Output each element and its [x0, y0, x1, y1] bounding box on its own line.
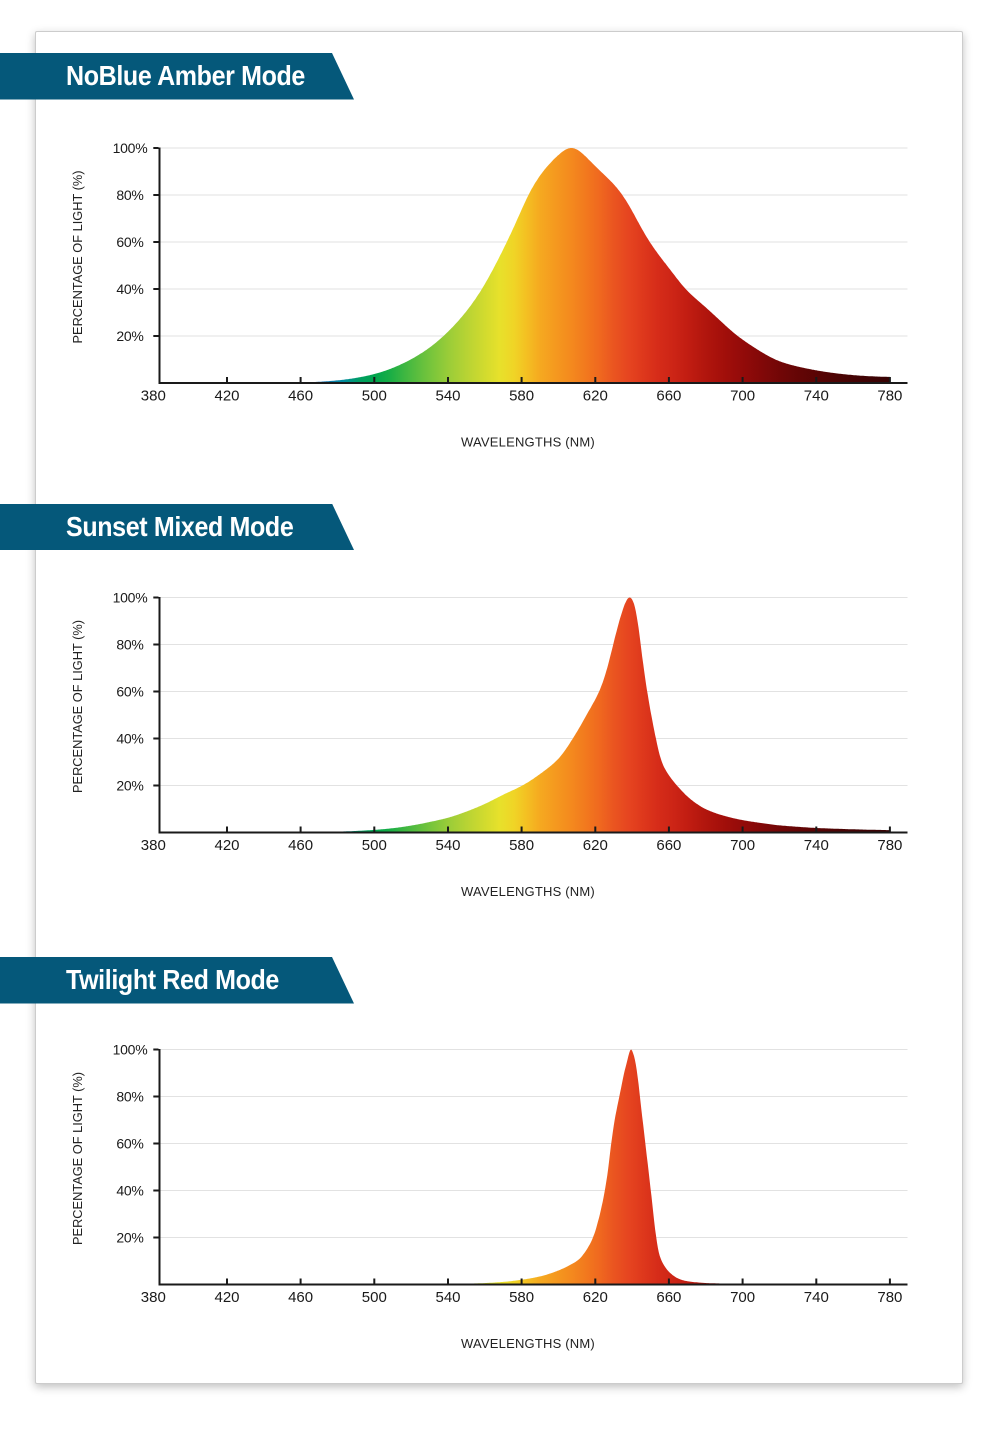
svg-text:PERCENTAGE OF LIGHT (%): PERCENTAGE OF LIGHT (%): [70, 170, 85, 343]
svg-text:420: 420: [214, 837, 239, 854]
svg-text:580: 580: [509, 837, 534, 854]
svg-text:700: 700: [730, 1289, 755, 1306]
svg-text:500: 500: [362, 388, 387, 405]
svg-text:740: 740: [804, 837, 829, 854]
svg-text:620: 620: [583, 388, 608, 405]
svg-text:540: 540: [435, 837, 460, 854]
svg-text:80%: 80%: [116, 187, 143, 203]
svg-text:40%: 40%: [116, 731, 143, 747]
svg-text:580: 580: [509, 1289, 534, 1306]
svg-text:380: 380: [141, 1289, 166, 1306]
svg-text:420: 420: [214, 1289, 239, 1306]
svg-text:60%: 60%: [116, 1136, 143, 1152]
svg-text:60%: 60%: [116, 234, 143, 250]
svg-text:580: 580: [509, 388, 534, 405]
svg-text:500: 500: [362, 1289, 387, 1306]
svg-text:660: 660: [656, 388, 681, 405]
svg-text:700: 700: [730, 388, 755, 405]
svg-text:700: 700: [730, 837, 755, 854]
svg-text:WAVELENGTHS (NM): WAVELENGTHS (NM): [461, 1336, 595, 1351]
svg-text:WAVELENGTHS (NM): WAVELENGTHS (NM): [461, 884, 595, 899]
svg-text:620: 620: [583, 837, 608, 854]
svg-text:460: 460: [288, 388, 313, 405]
svg-text:80%: 80%: [116, 1089, 143, 1105]
svg-text:740: 740: [804, 1289, 829, 1306]
svg-text:PERCENTAGE OF LIGHT (%): PERCENTAGE OF LIGHT (%): [70, 1072, 85, 1245]
svg-text:40%: 40%: [116, 281, 143, 297]
svg-text:20%: 20%: [116, 1230, 143, 1246]
svg-text:660: 660: [656, 837, 681, 854]
svg-text:40%: 40%: [116, 1183, 143, 1199]
svg-text:PERCENTAGE OF LIGHT (%): PERCENTAGE OF LIGHT (%): [70, 620, 85, 793]
svg-text:20%: 20%: [116, 328, 143, 344]
svg-text:740: 740: [804, 388, 829, 405]
svg-text:780: 780: [877, 837, 902, 854]
svg-text:100%: 100%: [113, 590, 148, 606]
svg-text:460: 460: [288, 837, 313, 854]
svg-text:540: 540: [435, 388, 460, 405]
svg-text:500: 500: [362, 837, 387, 854]
svg-text:100%: 100%: [113, 1042, 148, 1058]
svg-text:WAVELENGTHS (NM): WAVELENGTHS (NM): [461, 435, 595, 450]
svg-text:780: 780: [877, 1289, 902, 1306]
svg-text:20%: 20%: [116, 778, 143, 794]
svg-text:380: 380: [141, 837, 166, 854]
svg-text:380: 380: [141, 388, 166, 405]
svg-text:60%: 60%: [116, 684, 143, 700]
svg-text:540: 540: [435, 1289, 460, 1306]
svg-text:420: 420: [214, 388, 239, 405]
svg-text:660: 660: [656, 1289, 681, 1306]
svg-text:780: 780: [877, 388, 902, 405]
svg-text:100%: 100%: [113, 140, 148, 156]
svg-text:80%: 80%: [116, 637, 143, 653]
svg-text:460: 460: [288, 1289, 313, 1306]
svg-text:620: 620: [583, 1289, 608, 1306]
